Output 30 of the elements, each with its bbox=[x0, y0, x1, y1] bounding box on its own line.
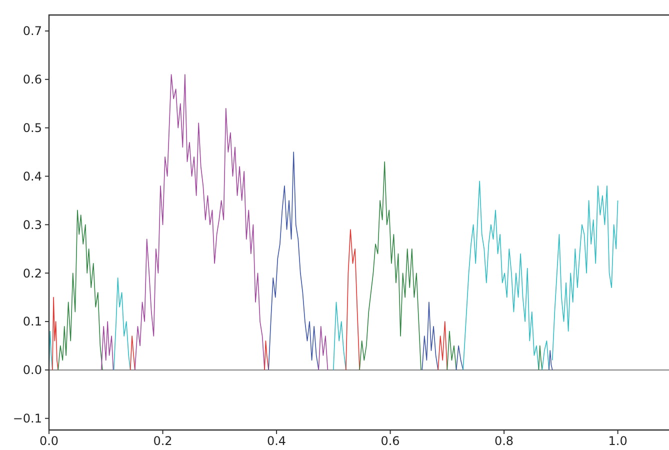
line-series bbox=[134, 74, 265, 370]
line-series bbox=[438, 321, 448, 370]
line-series bbox=[346, 229, 360, 370]
line-series bbox=[100, 321, 114, 370]
y-tick-label: −0.1 bbox=[12, 412, 42, 426]
x-tick-label: 1.0 bbox=[608, 434, 628, 448]
y-tick-label: 0.1 bbox=[22, 314, 42, 329]
line-series bbox=[318, 326, 328, 370]
line-series bbox=[422, 302, 438, 370]
line-series bbox=[52, 296, 58, 370]
y-tick-label: 0.6 bbox=[22, 72, 42, 87]
y-tick-label: 0.7 bbox=[22, 24, 42, 38]
x-tick-label: 0.2 bbox=[153, 434, 172, 448]
y-tick-label: 0.5 bbox=[22, 121, 42, 136]
x-tick-label: 0.4 bbox=[266, 434, 286, 448]
line-series bbox=[359, 161, 422, 370]
x-tick-label: 0.0 bbox=[39, 434, 59, 448]
x-tick-label: 0.8 bbox=[494, 434, 514, 448]
y-tick-label: 0.3 bbox=[22, 218, 42, 232]
line-series bbox=[58, 210, 103, 370]
line-series bbox=[462, 180, 540, 370]
y-tick-label: 0.2 bbox=[22, 266, 42, 280]
line-series bbox=[113, 278, 131, 370]
x-tick-label: 0.6 bbox=[380, 434, 400, 448]
line-series bbox=[268, 152, 320, 370]
y-tick-label: 0.0 bbox=[22, 363, 42, 378]
line-series bbox=[333, 302, 346, 370]
y-tick-label: 0.4 bbox=[22, 169, 42, 184]
line-series bbox=[552, 186, 618, 361]
line-series bbox=[446, 330, 457, 370]
